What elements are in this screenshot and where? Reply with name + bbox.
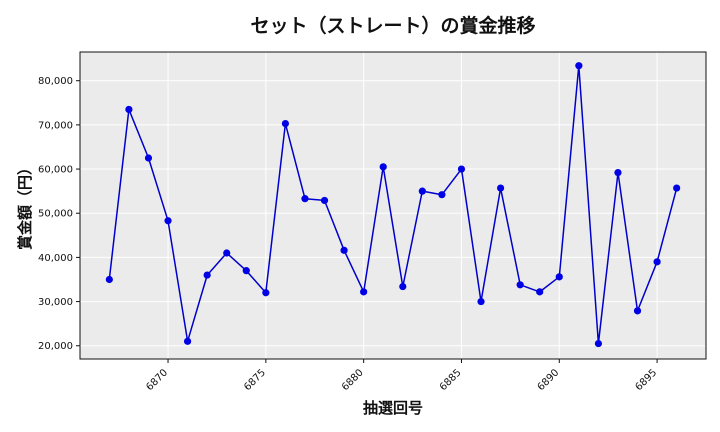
- data-point: [301, 195, 309, 203]
- data-point: [555, 273, 563, 281]
- data-point: [223, 249, 231, 257]
- y-axis-label: 賞金額（円）: [16, 160, 34, 250]
- data-point: [164, 217, 172, 225]
- grid-lines: [80, 52, 706, 359]
- data-point: [594, 339, 603, 348]
- data-point: [614, 168, 622, 177]
- data-point: [438, 191, 446, 199]
- plot-frame: [79, 51, 707, 360]
- x-axis-label: 抽選回号: [363, 399, 423, 417]
- x-tick-label: 6890: [536, 367, 562, 393]
- data-point: [203, 271, 211, 279]
- data-point: [633, 307, 642, 315]
- data-point: [360, 288, 368, 296]
- data-point: [379, 163, 387, 171]
- data-point: [242, 267, 250, 275]
- data-point: [320, 196, 329, 205]
- x-tick-label: 6880: [340, 367, 366, 393]
- series-line: [108, 64, 678, 345]
- axes: [79, 51, 707, 360]
- data-point: [673, 184, 681, 192]
- x-tick-label: 6875: [242, 367, 268, 393]
- y-tick-label: 50,000: [38, 209, 73, 220]
- data-point: [477, 297, 485, 306]
- data-point: [536, 288, 544, 296]
- x-tick-label: 6895: [633, 367, 659, 393]
- x-tick-label: 6870: [144, 367, 170, 393]
- chart-title: セット（ストレート）の賞金推移: [250, 14, 535, 37]
- y-tick-label: 30,000: [38, 297, 73, 308]
- y-tick-label: 40,000: [38, 253, 73, 264]
- data-point: [144, 154, 153, 162]
- data-point: [183, 337, 192, 345]
- x-axis-ticks: 6870 6875 6880 6885 6890 6895: [144, 359, 659, 393]
- data-point: [457, 165, 466, 173]
- plot-area: [80, 52, 706, 359]
- data-point: [516, 281, 524, 289]
- y-tick-label: 70,000: [38, 120, 73, 131]
- data-point: [399, 282, 407, 291]
- data-point: [125, 105, 133, 114]
- y-axis-ticks: 20,000 30,000 40,000 50,000 60,000 70,000 80,0…: [38, 76, 80, 352]
- data-point: [575, 62, 583, 70]
- series-group: [105, 62, 681, 348]
- data-point: [340, 246, 348, 254]
- y-tick-label: 80,000: [38, 76, 73, 87]
- data-point: [262, 289, 270, 297]
- data-point: [418, 187, 426, 195]
- y-tick-label: 20,000: [38, 341, 73, 352]
- data-point: [105, 275, 113, 284]
- data-point: [281, 119, 290, 128]
- data-point: [496, 184, 505, 192]
- y-tick-label: 60,000: [38, 165, 73, 176]
- data-point: [653, 258, 661, 266]
- x-tick-label: 6885: [438, 367, 464, 393]
